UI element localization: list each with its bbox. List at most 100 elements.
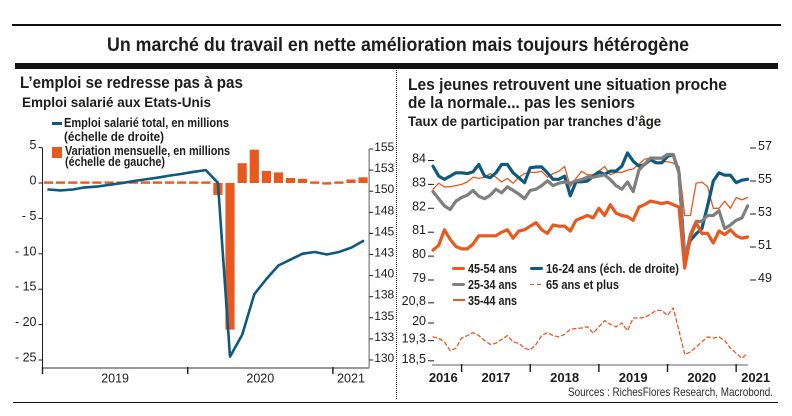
top-left-tick-label: 83 [412,175,426,189]
top-right-tick-label: 57 [758,139,772,153]
x-tick-label: 2019 [619,370,648,385]
bar-2021-01 [334,181,344,184]
bar-2020-05 [237,163,247,183]
right-y-tick-label: 153 [374,161,394,175]
right-y-tick-label: 143 [374,246,394,260]
legend-label-emploi-total: Emploi salarié total, en millions [64,115,229,130]
title-bar [15,63,778,69]
right-panel-title-line1: Les jeunes retrouvent une situation proc… [408,75,727,94]
legend-label-25-34: 25-34 ans [468,277,518,292]
left-panel-title: L’emploi se redresse pas à pas [20,73,243,92]
bar-2021-03 [358,177,368,183]
bar-2019-04 [80,181,90,184]
bar-2019-11 [165,181,175,184]
series-line-65-ans-et-plus [432,307,749,359]
bar-2020-06 [249,149,259,183]
employment-chart: 5 0 - 5 - 10 - 15 - 20 - 25 155 153 150 148 145 143 1… [15,138,395,386]
legend-label-45-54: 45-54 ans [468,261,518,276]
legend-label-16-24: 16-24 ans (éch. de droite) [546,261,679,276]
top-left-tick-label: 80 [412,247,426,261]
bar-2019-02 [56,181,66,184]
bar-2020-12 [322,182,332,185]
bar-2019-05 [92,181,102,184]
bars-monthly-change [43,149,368,330]
bar-2019-01 [43,181,54,184]
bar-2020-01 [189,181,199,184]
legend-marker-16-24 [530,266,543,270]
right-y-tick-label: 130 [374,351,394,365]
legend-square-marker-variation [52,147,62,158]
legend-label-35-44: 35-44 ans [468,292,518,308]
bar-2020-04 [225,183,235,330]
top-left-tick-label: 82 [412,199,426,213]
bottom-left-tick-label: 20 [412,314,426,328]
series-line-45-54-ans [431,199,750,270]
bar-2019-08 [128,181,138,184]
participation-chart: 84 83 82 81 80 79 57 55 53 51 49 20,8 20 19,3 18,52016… [402,139,772,385]
left-y-tick-label: 5 [30,138,37,152]
bar-2020-11 [310,181,320,184]
top-rule [12,24,781,26]
top-right-tick-label: 49 [758,271,772,285]
top-right-tick-label: 53 [758,205,772,219]
legend-marker-25-34 [452,282,465,286]
bar-2019-09 [140,181,150,184]
bar-2020-07 [261,171,271,183]
bottom-left-tick-label: 18,5 [402,352,426,366]
right-y-tick-label: 155 [374,140,394,154]
left-y-tick-label: - 25 [15,351,37,365]
top-right-tick-label: 55 [758,172,772,186]
bar-2019-10 [152,181,162,184]
source-note: Sources : RichesFlores Research, Macrobo… [568,385,773,399]
series-line-16-24-ans-ech-de-droite [431,151,750,259]
right-panel-subtitle: Taux de participation par tranches d’âge [408,113,662,129]
left-panel-subtitle: Emploi salarié aux Etats-Unis [22,94,212,110]
legend-marker-45-54 [452,266,465,270]
top-left-tick-label: 81 [412,223,426,237]
x-tick-label: 2020 [246,372,274,386]
top-right-tick-label: 51 [758,238,772,252]
bar-2020-08 [273,172,283,183]
x-tick-label: 2019 [101,372,129,386]
right-y-tick-label: 135 [374,309,394,323]
right-y-tick-label: 148 [374,203,394,217]
x-tick-label: 2017 [481,370,510,385]
x-tick-label: 2018 [550,370,579,385]
legend-label-variation-scale: (échelle de gauche) [65,154,166,169]
bottom-rule [13,401,778,403]
left-y-tick-label: - 15 [15,280,37,294]
legend-marker-35-44 [453,299,465,301]
bar-2019-12 [177,181,187,184]
right-panel-title-line2: de la normale... pas les seniors [408,93,635,112]
bottom-left-tick-label: 19,3 [402,332,426,346]
line-emploi-salarie-total [47,168,365,358]
right-y-tick-label: 150 [374,182,394,196]
right-y-tick-label: 145 [374,224,394,238]
bar-2020-02 [201,181,211,184]
right-y-tick-label: 133 [374,330,394,344]
x-tick-label: 2021 [337,372,365,386]
bar-2020-09 [285,178,296,183]
legend-label-emploi-total-scale: (échelle de droite) [64,128,165,144]
bar-2020-10 [298,178,308,183]
x-tick-label: 2021 [741,370,770,385]
x-tick-label: 2020 [687,370,716,385]
legend-marker-65-plus [530,283,543,285]
legend-label-variation: Variation mensuelle, en millions [65,142,231,158]
bottom-left-tick-label: 20,8 [402,294,426,308]
bar-2019-06 [104,181,114,184]
left-y-tick-label: - 10 [15,244,37,258]
legend-line-marker-emploi-total [52,122,62,125]
x-tick-label: 2016 [429,370,458,385]
top-left-tick-label: 79 [412,271,426,285]
panel-divider [396,70,397,399]
bar-2019-03 [68,181,78,184]
left-y-tick-label: - 5 [22,209,37,223]
left-y-tick-label: 0 [30,174,37,188]
top-left-tick-label: 84 [412,152,426,166]
legend-label-65-plus: 65 ans et plus [546,277,620,292]
left-y-tick-label: - 20 [15,315,37,329]
bar-2021-02 [346,179,356,183]
right-y-tick-label: 140 [374,267,394,281]
